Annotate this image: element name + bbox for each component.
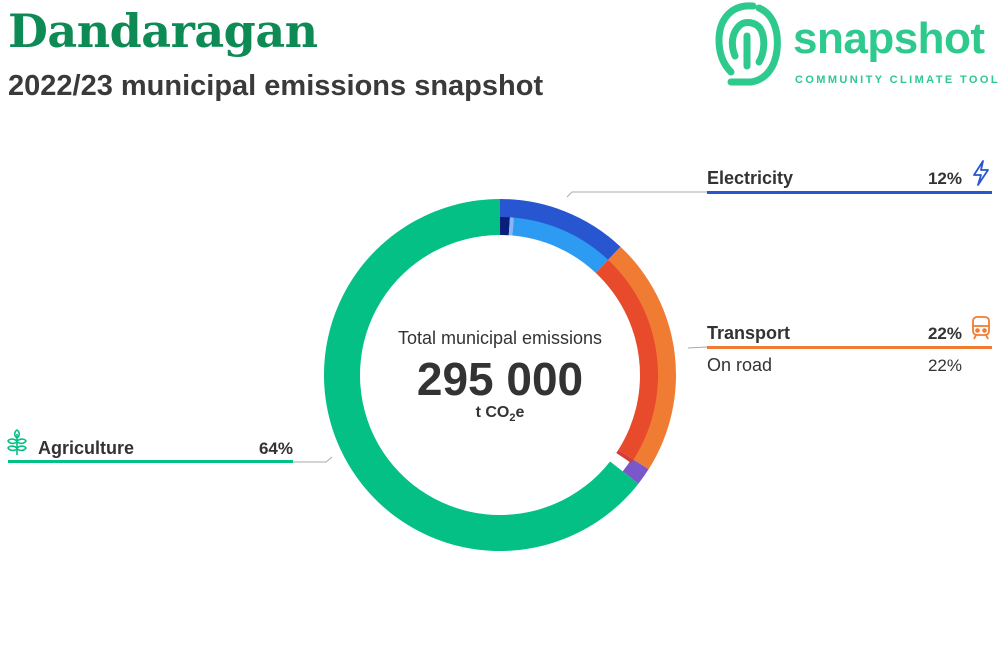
legend-agriculture-pct: 64%: [258, 439, 293, 458]
donut-slice-other-2: [622, 458, 649, 484]
logo-wordmark: snapshot: [793, 14, 985, 63]
agriculture-leader-line: [293, 456, 333, 463]
subsector-slice-0-2: [512, 217, 609, 273]
lightning-icon: [973, 160, 989, 186]
fingerprint-icon: [715, 2, 781, 86]
agriculture-underline: [8, 460, 293, 463]
page-subtitle: 2022/23 municipal emissions snapshot: [8, 70, 544, 102]
legend-electricity-label: Electricity: [707, 168, 794, 188]
transport-underline: [707, 346, 992, 349]
unit-subscript: 2: [509, 412, 516, 425]
unit-prefix: t CO: [475, 404, 510, 421]
legend-onroad-pct: 22%: [927, 356, 962, 375]
legend-onroad-label: On road: [707, 355, 773, 375]
snapshot-logo[interactable]: snapshot COMMUNITY CLIMATE TOOL: [713, 0, 1000, 90]
unit-suffix: e: [515, 404, 525, 421]
page-title: Dandaragan: [8, 4, 318, 58]
transport-leader-line: [687, 346, 708, 349]
legend-agriculture-label: Agriculture: [38, 438, 135, 458]
legend-transport-pct: 22%: [927, 324, 962, 343]
subsector-slice-0-1: [508, 217, 514, 236]
legend-electricity-pct: 12%: [927, 169, 962, 188]
inner-ring: [342, 216, 659, 533]
total-value: 295 000: [416, 353, 584, 405]
subsector-slice-2-0: [616, 450, 634, 463]
wheat-icon: [7, 429, 27, 455]
subsector-slice-0-0: [500, 217, 510, 236]
legend-transport-label: Transport: [707, 323, 791, 343]
electricity-leader-line: [566, 191, 707, 198]
total-label: Total municipal emissions: [397, 328, 603, 348]
logo-tagline: COMMUNITY CLIMATE TOOL: [795, 74, 1000, 86]
total-unit: t CO2e: [370, 404, 630, 424]
donut-slice-transport: [606, 246, 677, 470]
electricity-underline: [707, 191, 992, 194]
train-icon: [972, 316, 990, 340]
subsector-slice-1-0: [595, 259, 659, 460]
